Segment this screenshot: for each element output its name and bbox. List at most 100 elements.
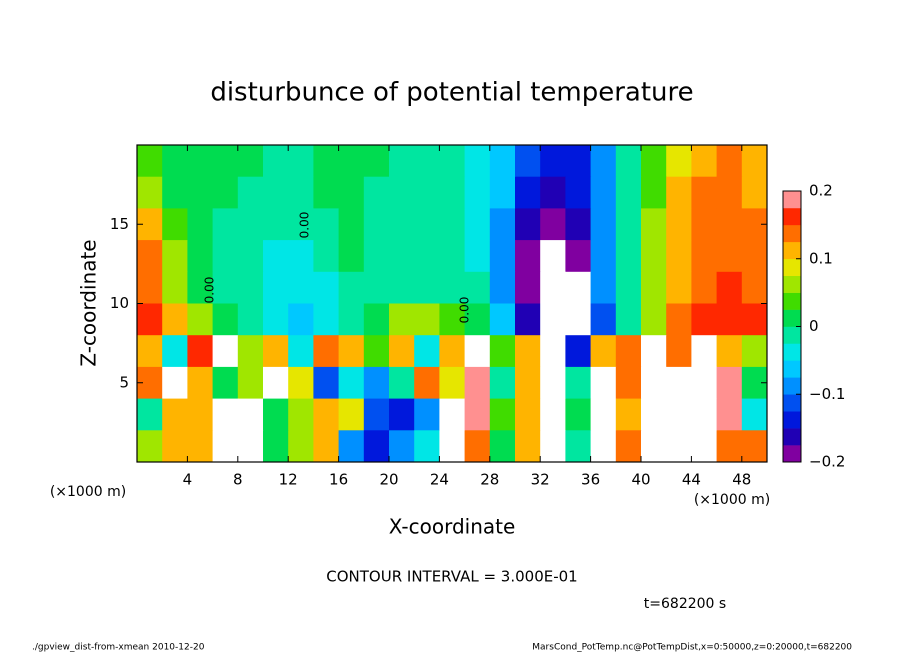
colorbar-segment xyxy=(783,394,801,412)
heatmap-cell xyxy=(439,145,466,178)
chart-title: disturbunce of potential temperature xyxy=(210,78,693,108)
colorbar-segment xyxy=(783,224,801,243)
heatmap-cell xyxy=(237,366,264,400)
heatmap-cell xyxy=(540,271,566,304)
colorbar-segment xyxy=(783,191,801,209)
heatmap-cell xyxy=(666,240,692,273)
heatmap-cell xyxy=(439,335,466,368)
contour-label: 0.00 xyxy=(203,277,217,304)
heatmap-cell xyxy=(666,208,692,241)
heatmap-cell xyxy=(615,271,642,304)
heatmap-cell xyxy=(288,208,314,241)
colorbar-segment xyxy=(783,275,801,293)
heatmap-cell xyxy=(212,430,239,463)
heatmap-cell xyxy=(237,430,264,463)
heatmap-cell xyxy=(716,430,743,463)
heatmap-cell xyxy=(237,303,264,336)
heatmap-cell xyxy=(414,176,440,209)
heatmap-cell xyxy=(263,366,289,400)
heatmap-cell xyxy=(187,398,214,431)
heatmap-cell xyxy=(187,208,214,241)
heatmap-cell xyxy=(716,271,743,304)
heatmap-cell xyxy=(565,398,592,431)
heatmap-cell xyxy=(288,335,314,368)
heatmap-cell xyxy=(641,303,667,336)
heatmap-cell xyxy=(691,176,718,209)
heatmap-cell xyxy=(515,208,541,241)
heatmap-cell xyxy=(741,430,768,463)
heatmap-cell xyxy=(313,271,340,304)
heatmap-cell xyxy=(137,303,163,336)
time-label: t=682200 s xyxy=(644,596,726,612)
contour-label: 0.00 xyxy=(298,212,312,239)
heatmap-cell xyxy=(187,271,214,304)
heatmap-cell xyxy=(212,398,239,431)
heatmap-cell xyxy=(439,176,466,209)
heatmap-cell xyxy=(716,303,743,336)
heatmap-cell xyxy=(716,176,743,209)
heatmap-cell xyxy=(363,398,390,431)
x-tick-label: 8 xyxy=(233,471,243,489)
heatmap-cell xyxy=(162,208,188,241)
heatmap-cell xyxy=(212,240,239,273)
heatmap-cell xyxy=(515,398,541,431)
heatmap-cell xyxy=(162,271,188,304)
heatmap-cell xyxy=(439,366,466,400)
heatmap-cell xyxy=(691,145,718,178)
heatmap-cell xyxy=(162,240,188,273)
heatmap-cell xyxy=(288,145,314,178)
colorbar-segment xyxy=(783,207,801,226)
colorbar-segment xyxy=(783,309,801,327)
colorbar-tick-label: −0.2 xyxy=(809,453,845,471)
heatmap-cell xyxy=(464,430,491,463)
heatmap-cell xyxy=(741,303,768,336)
heatmap-cell xyxy=(389,366,415,400)
heatmap-cell xyxy=(187,366,214,400)
heatmap-cell xyxy=(313,366,340,400)
heatmap-cell xyxy=(489,145,516,178)
heatmap-cell xyxy=(137,430,163,463)
heatmap-cell xyxy=(691,398,718,431)
x-tick-label: 40 xyxy=(631,471,650,489)
heatmap-cell xyxy=(716,208,743,241)
heatmap-cell xyxy=(615,303,642,336)
heatmap-cell xyxy=(439,430,466,463)
heatmap-cell xyxy=(565,240,592,273)
heatmap-cell xyxy=(389,335,415,368)
heatmap-cell xyxy=(414,208,440,241)
heatmap-cell xyxy=(187,240,214,273)
heatmap-cell xyxy=(389,430,415,463)
heatmap-cell xyxy=(162,430,188,463)
heatmap-cell xyxy=(691,430,718,463)
heatmap-cell xyxy=(439,398,466,431)
x-tick-label: 36 xyxy=(581,471,600,489)
heatmap-cell xyxy=(187,176,214,209)
heatmap-cell xyxy=(615,176,642,209)
heatmap-cell xyxy=(363,366,390,400)
x-tick-label: 48 xyxy=(732,471,751,489)
heatmap-cell xyxy=(741,240,768,273)
heatmap-cell xyxy=(540,303,566,336)
colorbar-segment xyxy=(783,428,801,446)
heatmap-cell xyxy=(515,145,541,178)
heatmap-cell xyxy=(237,271,264,304)
contour-interval: CONTOUR INTERVAL = 3.000E-01 xyxy=(326,568,577,586)
heatmap-cell xyxy=(137,176,163,209)
heatmap-cell xyxy=(666,271,692,304)
heatmap-cell xyxy=(590,240,617,273)
heatmap-cell xyxy=(565,366,592,400)
heatmap-cell xyxy=(615,335,642,368)
heatmap-cell xyxy=(212,335,239,368)
heatmap-cell xyxy=(489,335,516,368)
heatmap-cell xyxy=(741,271,768,304)
heatmap-cell xyxy=(338,271,365,304)
heatmap-cell xyxy=(414,430,440,463)
heatmap-cell xyxy=(212,271,239,304)
heatmap-cell xyxy=(338,398,365,431)
heatmap-cell xyxy=(565,430,592,463)
heatmap-cell xyxy=(464,208,491,241)
heatmap-cell xyxy=(162,398,188,431)
heatmap-cell xyxy=(590,271,617,304)
heatmap-cell xyxy=(137,145,163,178)
x-tick-label: 20 xyxy=(379,471,398,489)
